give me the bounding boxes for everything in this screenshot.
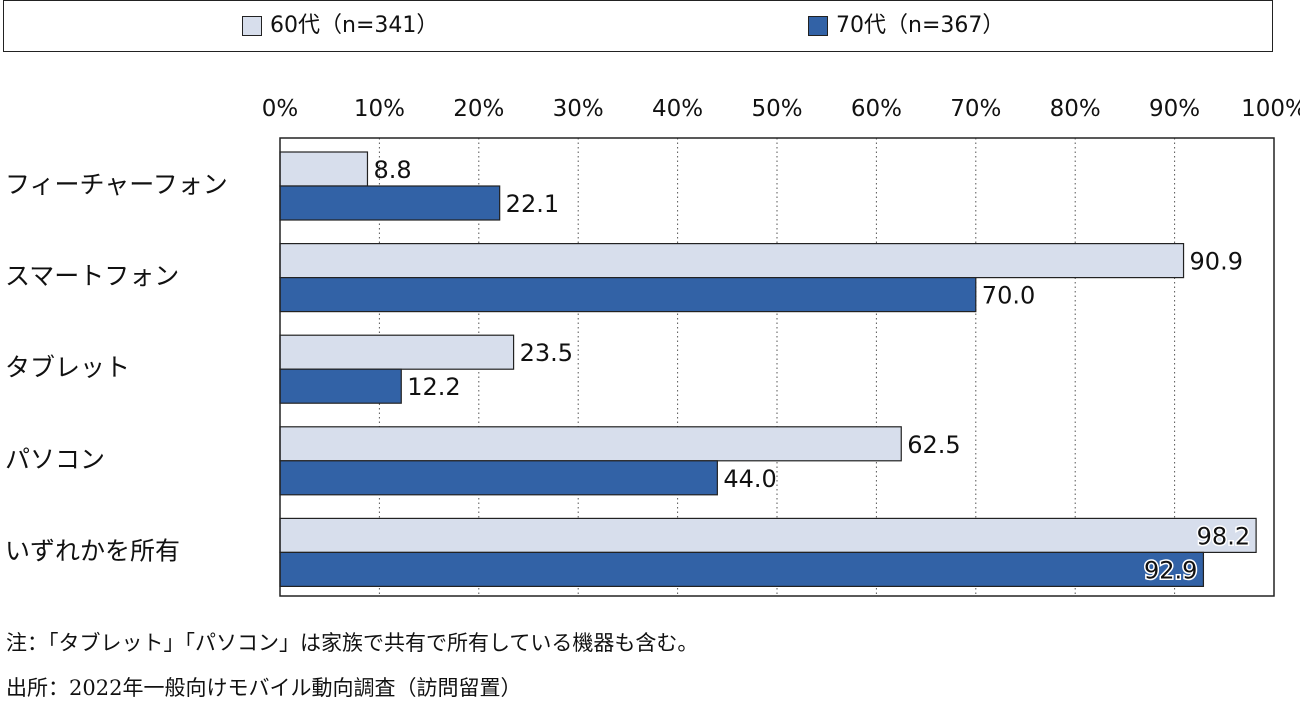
bar [279,368,402,404]
x-tick-label: 10% [354,96,405,122]
legend-label-70s: 70代（n=367） [836,13,1005,38]
source-note: 出所：2022年一般向けモバイル動向調査（訪問留置） [6,676,522,700]
x-tick-label: 90% [1149,96,1200,122]
legend-swatch-70s [808,16,828,36]
data-label: 23.5 [520,339,573,367]
data-label: 44.0 [723,465,776,493]
legend-item-70s: 70代（n=367） [808,14,1004,38]
data-label: 90.9 [1190,248,1243,276]
legend-item-60s: 60代（n=341） [242,14,438,38]
x-tick-label: 0% [262,96,299,122]
x-tick-label: 50% [751,96,802,122]
footnote: 注：「タブレット」「パソコン」は家族で共有で所有している機器も含む。 [6,631,699,655]
x-tick-label: 80% [1050,96,1101,122]
x-tick-label: 40% [652,96,703,122]
category-label: フィーチャーフォン [5,170,228,199]
category-label: タブレット [5,353,130,382]
data-label: 8.8 [373,156,411,184]
x-tick-label: 20% [453,96,504,122]
legend-label-60s: 60代（n=341） [270,13,439,38]
data-label: 92.9 [1144,556,1197,584]
bar [279,243,1185,279]
bar [279,551,1205,588]
bar [279,277,977,313]
data-label: 12.2 [407,373,460,401]
bar [279,460,718,496]
category-label: スマートフォン [5,262,179,291]
bar [279,185,501,221]
data-label: 62.5 [907,431,960,459]
plot-frame [279,137,1275,597]
bar-chart: 0% 10% 20% 30% 40% 50% 60% 70% 80% 90% 100% フィーチャーフ… [5,96,1300,597]
legend-swatch-60s [242,16,262,36]
bar [279,517,1257,554]
x-tick-label: 70% [950,96,1001,122]
data-label: 98.2 [1197,522,1250,550]
x-tick-label: 60% [851,96,902,122]
bar [279,334,515,370]
data-label: 70.0 [982,282,1035,310]
x-tick-label: 100% [1241,96,1300,122]
data-label: 22.1 [506,190,559,218]
bar [279,426,902,462]
bar [279,151,369,187]
category-label: いずれかを所有 [5,536,180,565]
legend: 60代（n=341） 70代（n=367） [3,0,1273,52]
category-label: パソコン [5,445,105,474]
x-tick-label: 30% [553,96,604,122]
